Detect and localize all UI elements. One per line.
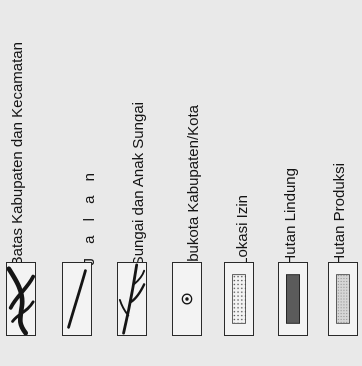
protected-forest-symbol xyxy=(278,262,308,336)
road-symbol xyxy=(62,262,92,336)
legend-label-capital-city: Ibukota Kabupaten/Kota xyxy=(185,105,202,266)
legend-label-river: Sungai dan Anak Sungai xyxy=(130,101,147,266)
district-boundary-symbol xyxy=(6,262,36,336)
capital-city-symbol xyxy=(172,262,202,336)
legend-label-district-boundary: Batas Kabupaten dan Kecamatan xyxy=(9,41,26,266)
legend-label-production-forest: Hutan Produksi xyxy=(331,163,348,266)
legend-label-protected-forest: Hutan Lindung xyxy=(282,168,299,266)
river-symbol xyxy=(117,262,147,336)
legend-label-permit-location: Lokasi Izin xyxy=(234,195,251,266)
legend-label-road: J a l a n xyxy=(81,168,98,266)
production-forest-symbol xyxy=(328,262,358,336)
permit-location-symbol xyxy=(224,262,254,336)
